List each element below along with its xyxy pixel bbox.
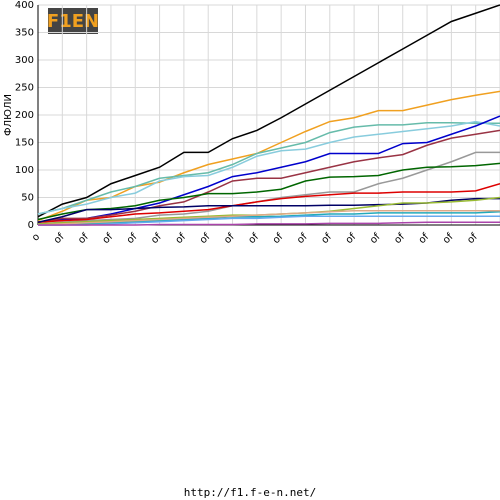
y-tick-label: 0: [28, 220, 34, 231]
x-tick-label: of: [441, 231, 456, 246]
y-tick-label: 200: [15, 110, 34, 121]
series-line: [38, 215, 500, 226]
y-tick-label: 250: [15, 83, 34, 94]
x-tick-label: of: [246, 231, 261, 246]
x-tick-label: of: [392, 231, 407, 246]
x-tick-label: of: [125, 231, 140, 246]
series-line: [37, 209, 500, 226]
y-tick-label: 100: [15, 165, 34, 176]
series-line: [37, 121, 500, 215]
logo: F1EN: [47, 11, 99, 32]
series-line: [37, 183, 500, 223]
x-tick-label: of: [344, 231, 359, 246]
series-line: [38, 211, 500, 226]
x-tick-label: of: [52, 231, 67, 246]
x-tick-label: of: [198, 231, 213, 246]
y-axis-label: ФЛЮЛИ: [3, 94, 14, 136]
logo-box: [48, 8, 98, 34]
y-tick-label: 350: [15, 28, 34, 39]
x-tick-label: of: [174, 231, 189, 246]
x-tick-label: of: [149, 231, 164, 246]
x-tick-label: o: [30, 231, 42, 243]
x-tick-label: of: [319, 231, 334, 246]
x-tick-label: of: [295, 231, 310, 246]
y-tick-label: 300: [15, 55, 34, 66]
series-line: [37, 120, 500, 215]
series-line: [38, 221, 500, 226]
x-tick-label: of: [368, 231, 383, 246]
series-line: [37, 162, 500, 221]
series-line: [37, 129, 500, 223]
x-tick-label: of: [76, 231, 91, 246]
series-line: [37, 90, 500, 222]
series-line: [37, 115, 500, 223]
x-tick-label: of: [271, 231, 286, 246]
series-line: [37, 4, 500, 218]
x-tick-label: of: [465, 231, 480, 246]
y-tick-label: 150: [15, 138, 34, 149]
y-tick-label: 400: [15, 0, 34, 11]
y-tick-label: 50: [21, 193, 34, 204]
x-tick-label: of: [101, 231, 116, 246]
x-tick-label: of: [222, 231, 237, 246]
footer: http://f1.f-e-n.net/: [184, 486, 316, 499]
x-tick-label: of: [417, 231, 432, 246]
